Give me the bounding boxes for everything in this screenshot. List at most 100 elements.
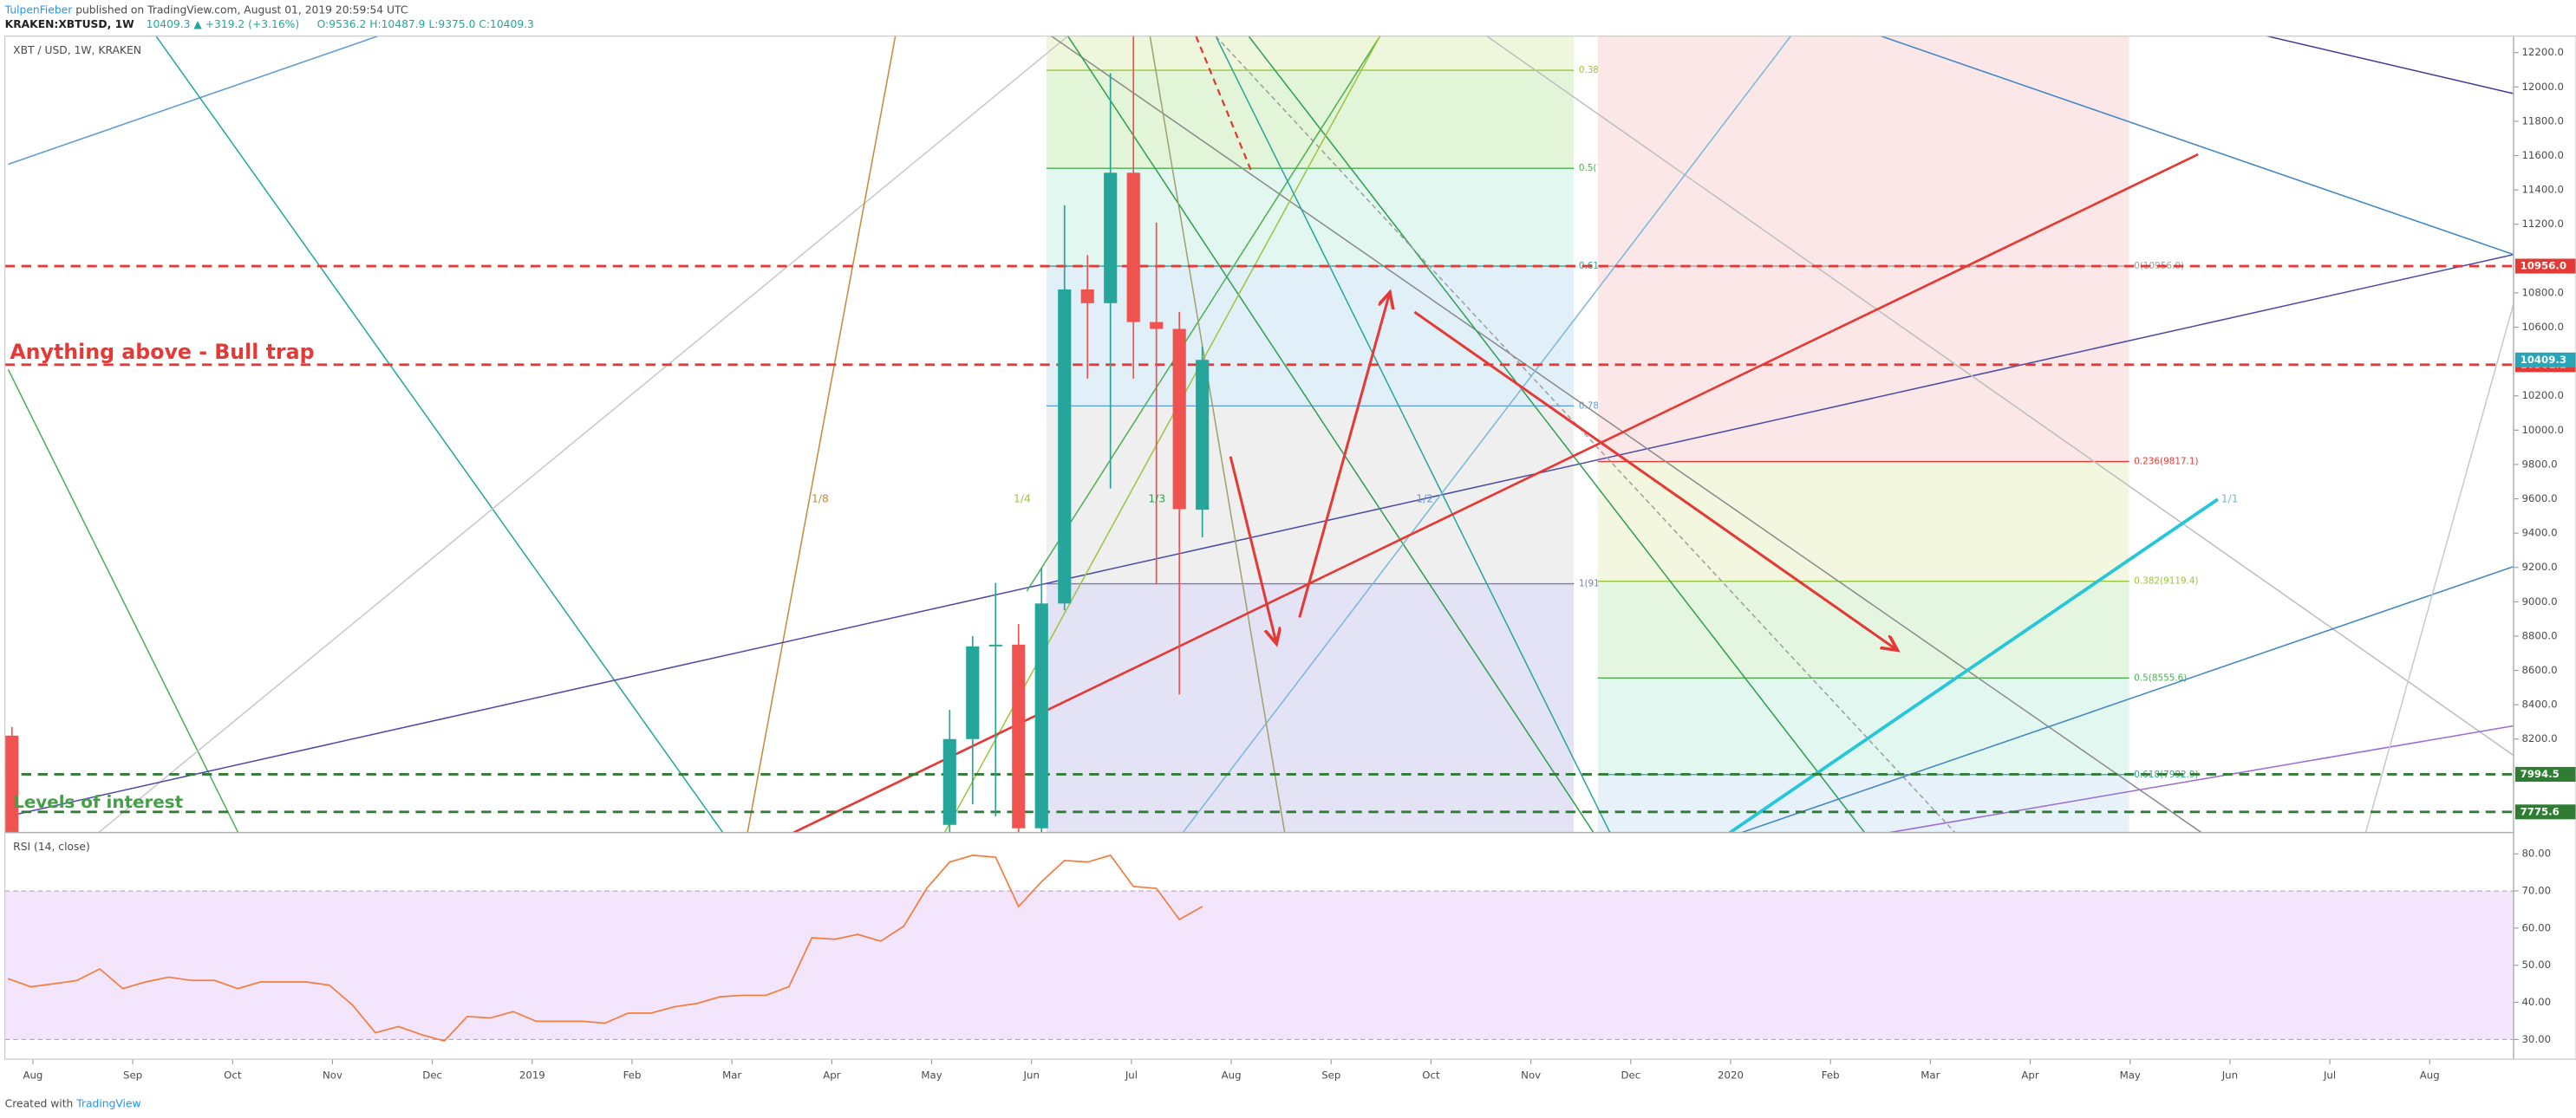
x-tick-label: 2020 xyxy=(1718,1069,1744,1082)
arrow xyxy=(1229,456,1276,644)
trend-line xyxy=(1881,36,2514,256)
trend-line xyxy=(1051,36,2202,833)
fib-band xyxy=(1597,36,2129,267)
price-tag xyxy=(2514,258,2576,274)
ohlc: O:9536.2 H:10487.9 L:9375.0 C:10409.3 xyxy=(317,18,534,30)
trend-line xyxy=(1195,36,1253,173)
symbol: KRAKEN:XBTUSD, 1W xyxy=(5,18,134,30)
trend-line xyxy=(2266,36,2514,94)
fib-band xyxy=(1597,581,2129,679)
y-tick-label: 12000.0 xyxy=(2521,81,2564,93)
y-tick-label: 11200.0 xyxy=(2521,218,2564,230)
trend-line xyxy=(8,253,2514,817)
x-tick-label: Jun xyxy=(1023,1069,1040,1082)
trend-line xyxy=(1026,36,1381,592)
price-tag xyxy=(2514,766,2576,782)
x-tick-label: Feb xyxy=(1822,1069,1840,1082)
candle-body xyxy=(5,735,19,833)
candle-body xyxy=(966,646,980,739)
gann-label: 1/4 xyxy=(1014,493,1031,505)
trend-line xyxy=(1888,725,2514,833)
x-tick-label: Nov xyxy=(1521,1069,1541,1082)
price-tag-label: 10956.0 xyxy=(2521,260,2566,272)
x-tick-label: Nov xyxy=(323,1069,342,1082)
y-tick-label: 8200.0 xyxy=(2521,732,2557,744)
x-tick-label: Oct xyxy=(224,1069,242,1082)
trend-line xyxy=(7,368,239,833)
rsi-label: RSI (14, close) xyxy=(13,841,90,853)
y-tick-label: 8600.0 xyxy=(2521,664,2557,676)
y-tick-label: 10000.0 xyxy=(2521,424,2564,436)
candle-body xyxy=(988,644,1002,647)
annotation: Anything above - Bull trap xyxy=(10,340,314,364)
x-tick-label: Aug xyxy=(2420,1069,2440,1082)
annotation: Levels of interest xyxy=(13,792,183,812)
drawings xyxy=(7,36,2514,833)
gann-label: 1/2 xyxy=(1416,493,1433,505)
y-tick-label: 11400.0 xyxy=(2521,184,2564,196)
candle-body xyxy=(1034,603,1048,829)
grid: 8200.0 8400.0 8600.0 8800.0 9000.0 9200.0 9400… xyxy=(23,46,2564,1081)
trend-line xyxy=(8,36,379,166)
price-tag xyxy=(2514,804,2576,820)
y-tick-label: 70.00 xyxy=(2521,885,2551,897)
y-tick-label: 30.00 xyxy=(2521,1033,2551,1045)
trend-line xyxy=(1215,36,1956,833)
arrow xyxy=(1413,310,1897,650)
x-tick-label: Sep xyxy=(123,1069,142,1082)
y-tick-label: 11800.0 xyxy=(2521,114,2564,127)
candle-body xyxy=(1172,328,1186,510)
x-tick-label: Dec xyxy=(1621,1069,1640,1082)
trend-line xyxy=(1729,497,2220,833)
trend-line xyxy=(747,36,897,833)
x-tick-label: Mar xyxy=(722,1069,741,1082)
x-tick-label: Jul xyxy=(1125,1069,1138,1082)
y-tick-label: 9200.0 xyxy=(2521,561,2557,573)
quote: 10409.3 ▲ +319.2 (+3.16%) xyxy=(147,18,300,30)
x-tick-label: Mar xyxy=(1921,1069,1940,1082)
price-tag-label: 7775.6 xyxy=(2521,805,2560,817)
trend-line xyxy=(1149,36,1286,833)
fib-band xyxy=(1047,583,1575,833)
fib-label: 0.236(9817.1) xyxy=(2134,457,2198,467)
fib-band xyxy=(1597,678,2129,775)
candle-body xyxy=(942,738,956,825)
x-tick-label: May xyxy=(2120,1069,2141,1082)
price-tag-label: 10409.3 xyxy=(2521,354,2566,366)
x-tick-label: Jul xyxy=(2323,1069,2336,1082)
fib-band xyxy=(1047,70,1575,169)
fib-label: 0.382(9119.4) xyxy=(2134,576,2198,587)
candle-body xyxy=(1012,644,1026,829)
candle-body xyxy=(1080,289,1094,303)
x-tick-label: 2019 xyxy=(519,1069,545,1082)
gann-label: 1/1 xyxy=(2221,493,2239,505)
y-tick-label: 10600.0 xyxy=(2521,321,2564,333)
gann-labels: 1/8 1/4 1/3 1/2 1/1 xyxy=(812,493,2239,505)
trend-line xyxy=(2364,303,2514,833)
x-tick-label: Apr xyxy=(823,1069,840,1082)
y-tick-label: 40.00 xyxy=(2521,996,2551,1008)
x-tick-label: Oct xyxy=(1422,1069,1440,1082)
fib-band xyxy=(1047,36,1575,71)
trend-line xyxy=(1486,36,2514,757)
author[interactable]: TulpenFieber xyxy=(4,3,74,16)
brand[interactable]: TradingView xyxy=(75,1097,140,1109)
header-line: TulpenFieber published on TradingView.co… xyxy=(4,3,408,16)
y-tick-label: 10800.0 xyxy=(2521,286,2564,298)
arrow xyxy=(1298,292,1390,618)
y-tick-label: 9400.0 xyxy=(2521,527,2557,539)
x-tick-label: Dec xyxy=(422,1069,442,1082)
y-tick-label: 9800.0 xyxy=(2521,458,2557,470)
frame xyxy=(4,36,2576,1060)
trend-line xyxy=(1182,36,1791,833)
fib-band xyxy=(1597,461,2129,582)
x-tick-label: Feb xyxy=(623,1069,642,1082)
y-tick-label: 80.00 xyxy=(2521,848,2551,860)
rsi-pane: 30.00 40.00 50.00 60.00 70.00 80.00 xyxy=(4,848,2551,1045)
y-tick-label: 10200.0 xyxy=(2521,389,2564,401)
candle-body xyxy=(1058,289,1072,604)
trend-line xyxy=(792,153,2199,833)
fib-band xyxy=(1047,266,1575,406)
trend-line xyxy=(1215,36,1611,833)
